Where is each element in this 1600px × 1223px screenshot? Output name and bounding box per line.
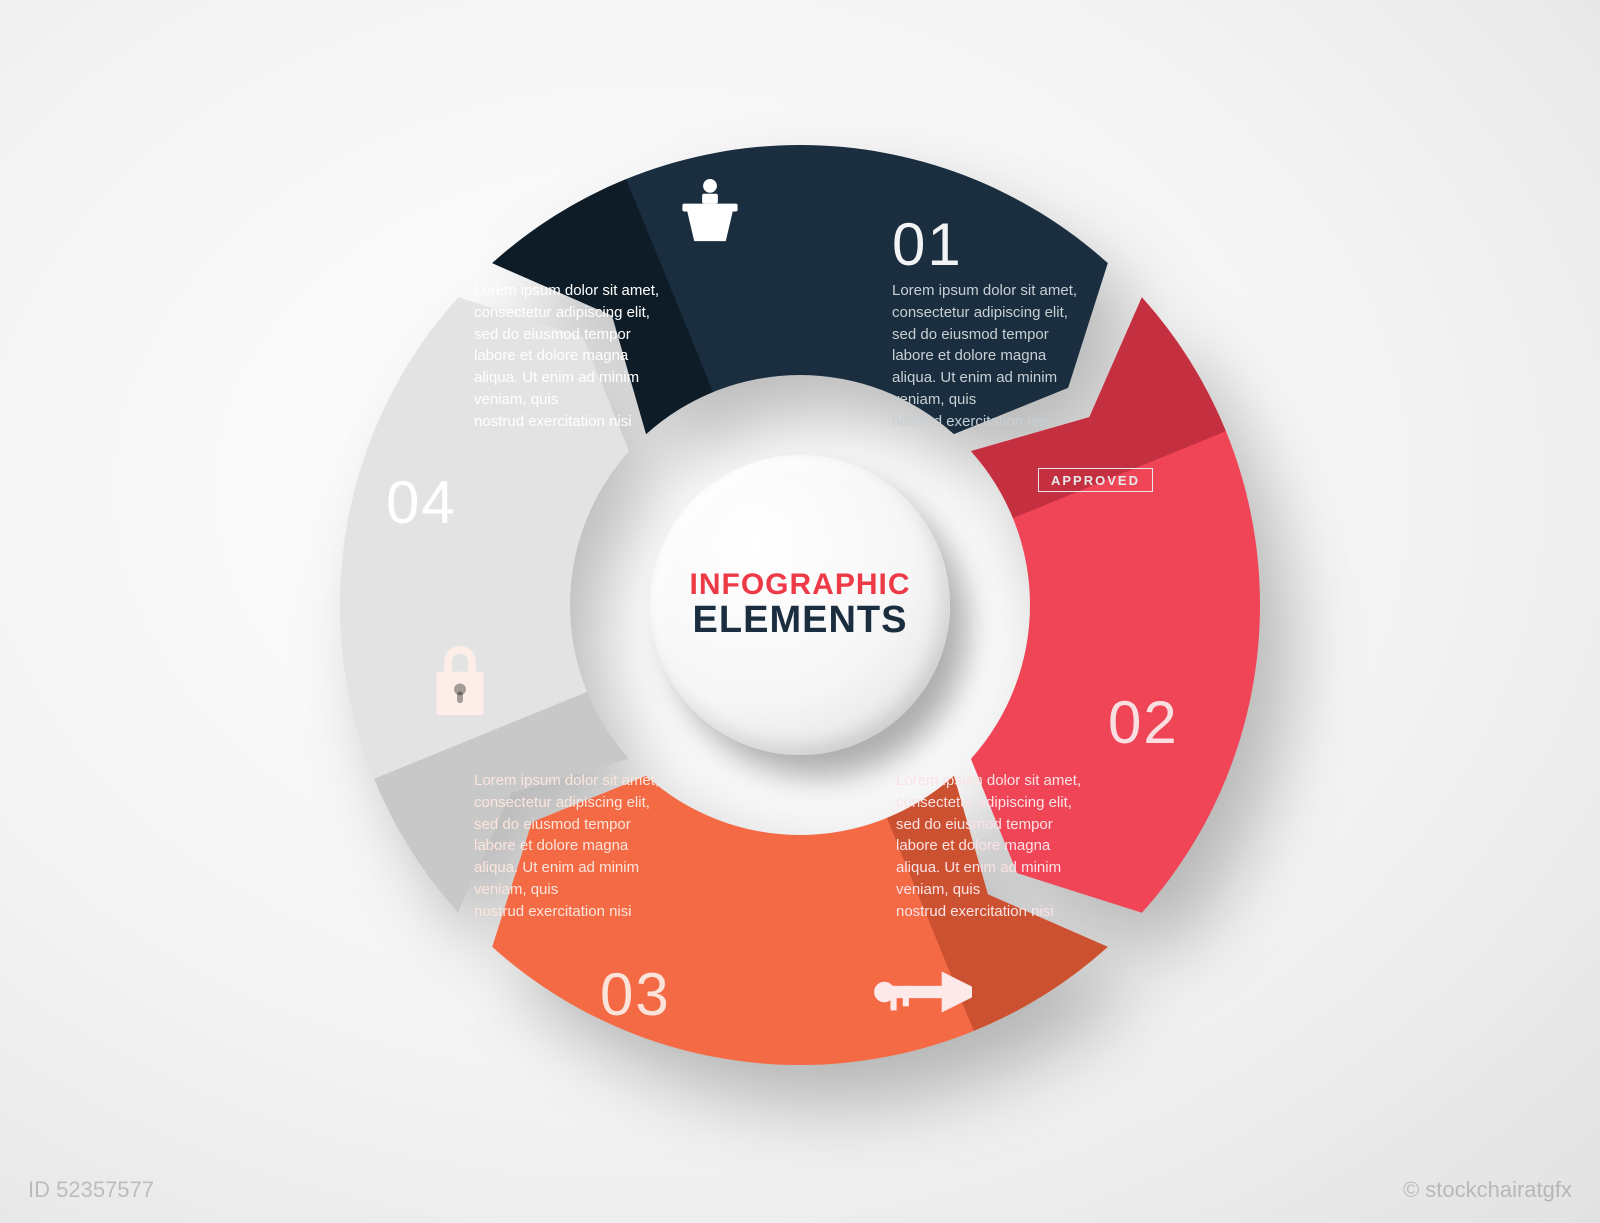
segment-text-03: Lorem ipsum dolor sit amet, consectetur … [474, 770, 659, 922]
segment-text-01: Lorem ipsum dolor sit amet, consectetur … [892, 280, 1077, 432]
watermark-credit: © stockchairatgfx [1403, 1177, 1572, 1203]
segment-number-01: 01 [892, 210, 963, 279]
approved-badge: APPROVED [1038, 468, 1153, 492]
center-circle: INFOGRAPHIC ELEMENTS [650, 455, 950, 755]
segment-text-02: Lorem ipsum dolor sit amet, consectetur … [896, 770, 1081, 922]
segment-text-04: Lorem ipsum dolor sit amet, consectetur … [474, 280, 659, 432]
segment-number-04: 04 [386, 468, 457, 537]
lock-icon [430, 642, 490, 722]
center-title-top: INFOGRAPHIC [690, 569, 911, 601]
key-icon [870, 960, 972, 1029]
segment-number-03: 03 [600, 960, 671, 1029]
podium-icon [680, 178, 740, 252]
center-title-bottom: ELEMENTS [693, 601, 908, 641]
infographic-stage: INFOGRAPHIC ELEMENTS 01 Lorem ipsum dolo… [0, 0, 1600, 1223]
watermark-id: ID 52357577 [28, 1177, 154, 1203]
segment-number-02: 02 [1108, 688, 1179, 757]
